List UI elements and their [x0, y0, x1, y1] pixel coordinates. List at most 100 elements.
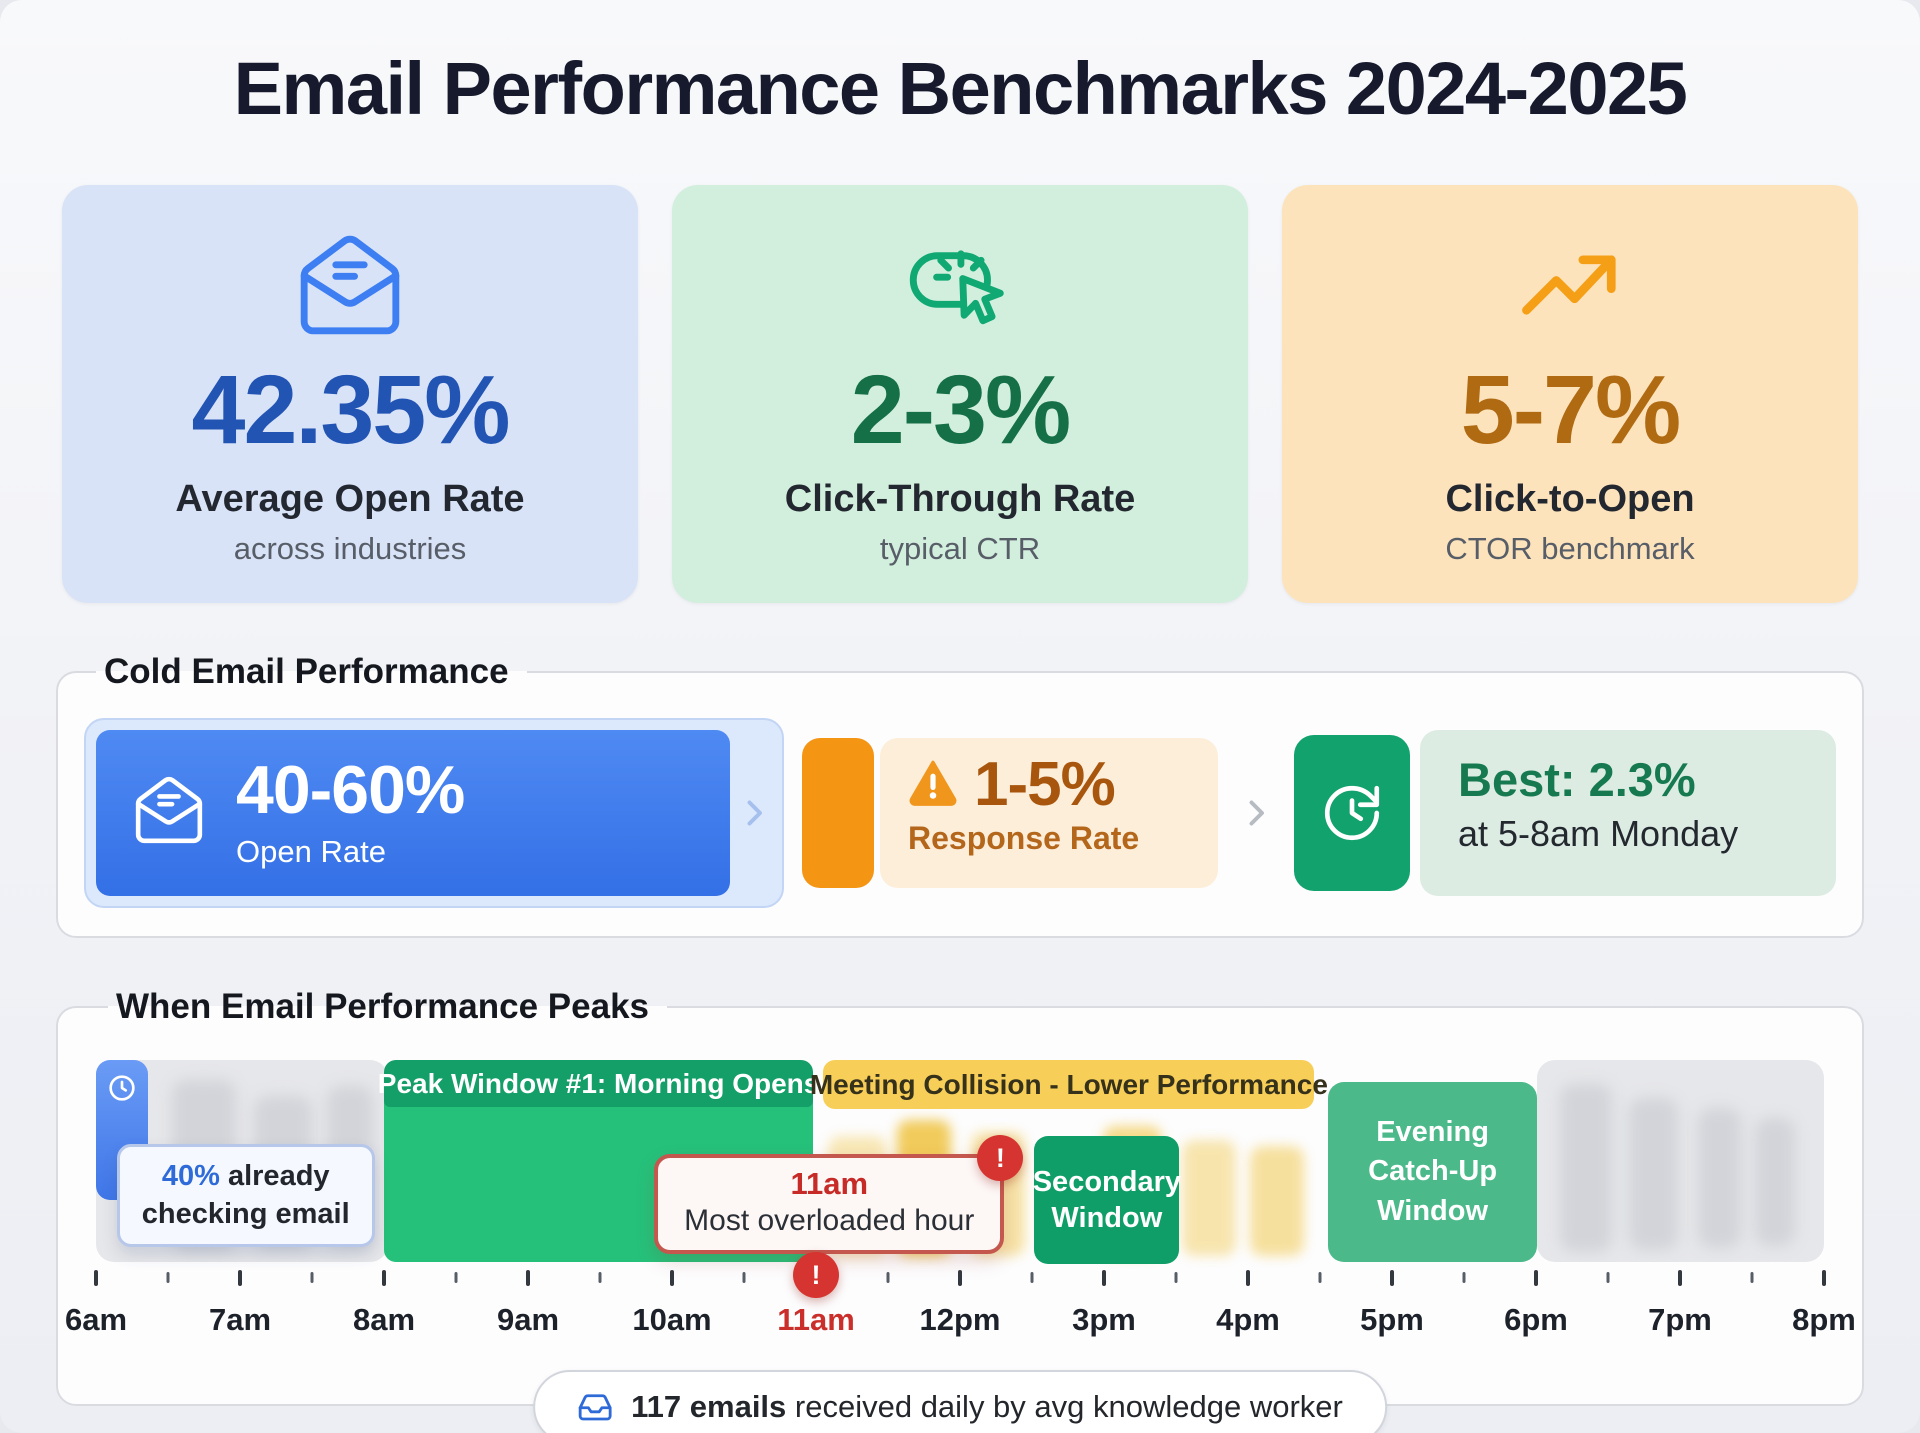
hour-labels: 6am 7am 8am 9am 10am 11am 12pm 3pm 4pm 5pm 6pm 7pm 8…: [65, 1302, 1856, 1342]
evening-window-label: Catch-Up: [1368, 1155, 1498, 1188]
hour-label: 12pm: [919, 1302, 1001, 1337]
hour-label: 7am: [208, 1302, 272, 1337]
evening-window-label: Evening: [1376, 1116, 1489, 1149]
cold-email-flow: 40-60% Open Rate: [84, 717, 1836, 908]
chevron-right-icon: [747, 800, 762, 825]
hour-label: 4pm: [1216, 1302, 1280, 1337]
overload-time: 11am: [790, 1166, 869, 1201]
overload-text: Most overloaded hour: [684, 1204, 975, 1237]
hour-label: 8pm: [1792, 1302, 1856, 1337]
stat-label: Average Open Rate: [175, 478, 525, 520]
page-title: Email Performance Benchmarks 2024-2025: [233, 47, 1688, 130]
timeline-chart: Peak Window #1: Morning Opens Meeting Co…: [96, 1060, 1824, 1264]
clock-history-icon: [1294, 734, 1410, 891]
hour-label: 7pm: [1648, 1302, 1712, 1337]
response-rate-step: 1-5% Response Rate: [802, 737, 1218, 888]
best-time-panel: Best: 2.3% at 5-8am Monday: [1420, 729, 1836, 896]
alert-badge-icon: !: [977, 1135, 1024, 1181]
half-hour-tick: [886, 1272, 890, 1283]
stat-value: 5-7%: [1460, 355, 1681, 464]
stat-card-open-rate: 42.35% Average Open Rate across industri…: [62, 185, 638, 603]
hour-tick: [1822, 1270, 1826, 1286]
peaks-panel: When Email Performance Peaks Peak: [56, 987, 1864, 1433]
hour-tick: [94, 1270, 98, 1286]
hour-tick: [669, 1270, 674, 1286]
hour-label: 3pm: [1072, 1302, 1136, 1337]
cold-email-panel: Cold Email Performance 40-60% Open Rate: [56, 652, 1864, 938]
response-rate-marker: [802, 737, 874, 888]
stat-label: Click-Through Rate: [784, 478, 1136, 520]
half-hour-tick: [742, 1272, 746, 1283]
open-rate-step: 40-60% Open Rate: [84, 717, 784, 908]
hour-label: 11am: [777, 1302, 855, 1337]
stat-label: Click-to-Open: [1445, 478, 1695, 520]
time-axis: !: [94, 1252, 1826, 1298]
hour-label: 8am: [352, 1302, 416, 1337]
open-rate-value: 40-60%: [236, 751, 465, 828]
best-time-value: Best: 2.3%: [1458, 752, 1696, 806]
hour-label: 6am: [64, 1302, 128, 1337]
hour-label: 9am: [496, 1302, 560, 1337]
warning-icon: [906, 755, 960, 814]
hour-tick: [958, 1270, 962, 1286]
daily-emails-rest: received daily by avg knowledge worker: [786, 1389, 1343, 1424]
half-hour-tick: [1606, 1272, 1610, 1283]
hour-tick: [1534, 1270, 1538, 1286]
trending-up-icon: [1282, 227, 1858, 343]
response-rate-panel: 1-5% Response Rate: [880, 737, 1218, 888]
half-hour-tick: [1462, 1272, 1466, 1283]
daily-emails-count: 117 emails: [631, 1389, 787, 1424]
hour-tick: [1245, 1270, 1250, 1286]
half-hour-tick: [454, 1272, 458, 1283]
cold-email-legend: Cold Email Performance: [104, 652, 509, 691]
early-checking-text: checking email: [141, 1198, 350, 1231]
open-rate-label: Open Rate: [236, 833, 386, 869]
stat-sublabel: across industries: [233, 531, 467, 566]
open-rate-pill: 40-60% Open Rate: [96, 729, 730, 896]
early-checking-text: already: [219, 1160, 330, 1192]
overload-callout: 11am Most overloaded hour !: [654, 1135, 1024, 1254]
secondary-window-label: Secondary: [1032, 1165, 1182, 1198]
half-hour-tick: [598, 1272, 602, 1283]
stat-sublabel: CTOR benchmark: [1445, 531, 1695, 566]
alert-badge-icon: !: [793, 1252, 839, 1298]
cursor-click-icon: [672, 227, 1248, 343]
half-hour-tick: [166, 1272, 170, 1283]
late-evening-track: [1537, 1060, 1824, 1262]
hour-label: 10am: [632, 1302, 712, 1337]
best-time-step: Best: 2.3% at 5-8am Monday: [1294, 729, 1836, 896]
hour-label: 5pm: [1360, 1302, 1424, 1337]
hour-tick: [526, 1270, 530, 1286]
secondary-window-block: Secondary Window: [1032, 1136, 1182, 1264]
response-rate-label: Response Rate: [908, 819, 1140, 856]
secondary-window-label: Window: [1051, 1202, 1163, 1234]
inbox-icon: [578, 1394, 612, 1421]
hour-tick: [1678, 1270, 1682, 1286]
stat-cards-row: 42.35% Average Open Rate across industri…: [62, 185, 1858, 603]
peak-window-header: Peak Window #1: Morning Opens: [378, 1060, 819, 1107]
half-hour-tick: [1750, 1272, 1754, 1283]
hour-tick: [381, 1270, 386, 1286]
half-hour-tick: [310, 1272, 314, 1283]
hour-tick: [1390, 1270, 1394, 1286]
hour-tick: [1102, 1270, 1106, 1286]
half-hour-tick: [1030, 1272, 1034, 1283]
evening-window-block: Evening Catch-Up Window: [1328, 1082, 1538, 1262]
response-rate-value: 1-5%: [974, 749, 1116, 819]
best-time-detail: at 5-8am Monday: [1458, 813, 1739, 855]
clock-icon: [109, 1075, 135, 1101]
stat-card-ctor: 5-7% Click-to-Open CTOR benchmark: [1282, 185, 1858, 603]
mail-open-icon: [62, 227, 638, 343]
evening-window-label: Window: [1377, 1194, 1489, 1227]
early-checking-percent: 40%: [161, 1160, 220, 1192]
meeting-collision-header: Meeting Collision - Lower Performance: [810, 1060, 1328, 1109]
daily-emails-note: 117 emails received daily by avg knowled…: [533, 1370, 1387, 1433]
half-hour-tick: [1318, 1272, 1322, 1283]
chevron-right-icon: [1249, 800, 1264, 825]
half-hour-tick: [1174, 1272, 1178, 1283]
stat-value: 42.35%: [191, 355, 511, 464]
stat-sublabel: typical CTR: [879, 531, 1041, 566]
mail-open-icon: [132, 773, 206, 852]
stat-card-ctr: 2-3% Click-Through Rate typical CTR: [672, 185, 1248, 603]
